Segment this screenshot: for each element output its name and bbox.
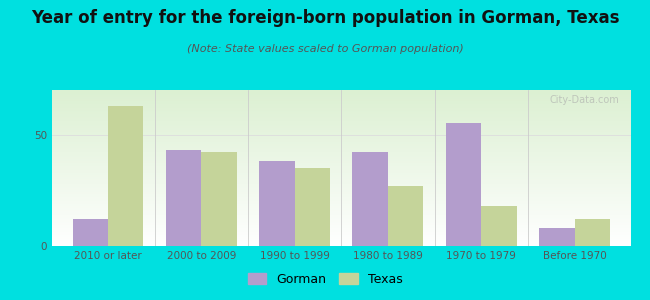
Bar xyxy=(73,219,108,246)
Text: City-Data.com: City-Data.com xyxy=(549,95,619,105)
Bar xyxy=(481,206,517,246)
Bar xyxy=(539,228,575,246)
Text: Year of entry for the foreign-born population in Gorman, Texas: Year of entry for the foreign-born popul… xyxy=(31,9,619,27)
Text: (Note: State values scaled to Gorman population): (Note: State values scaled to Gorman pop… xyxy=(187,44,463,53)
Bar xyxy=(388,186,423,246)
Bar xyxy=(259,161,294,246)
Bar xyxy=(108,106,144,246)
Bar xyxy=(446,123,481,246)
Bar xyxy=(575,219,610,246)
Bar xyxy=(166,150,202,246)
Legend: Gorman, Texas: Gorman, Texas xyxy=(242,268,408,291)
Bar xyxy=(202,152,237,246)
Bar xyxy=(352,152,388,246)
Bar xyxy=(294,168,330,246)
